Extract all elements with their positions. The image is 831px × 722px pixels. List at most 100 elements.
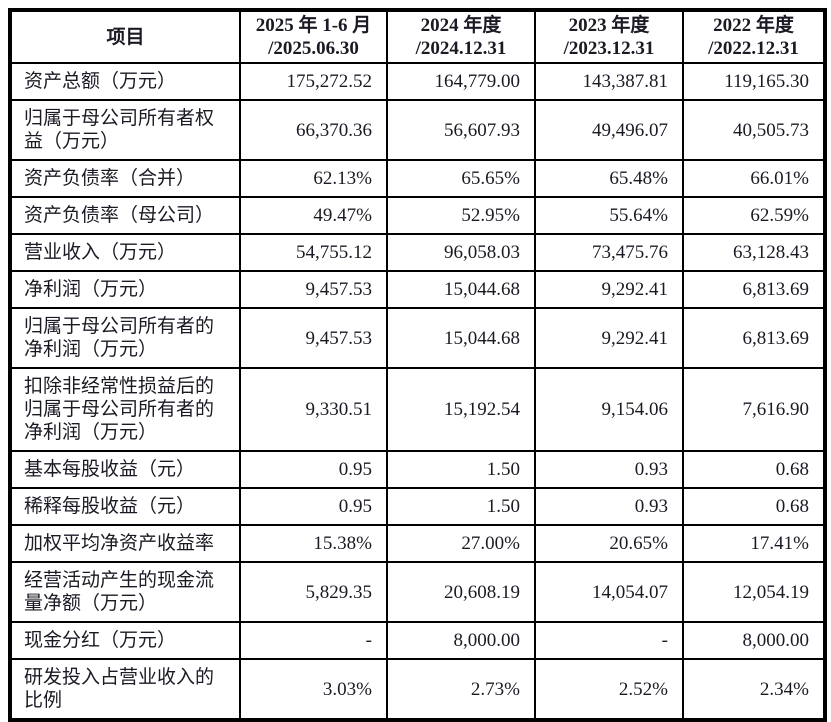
value-2023: 20.65% [534,524,684,563]
value-2023: 9,292.41 [534,270,684,309]
financial-summary-table: 项目 2025 年 1-6 月/2025.06.30 2024 年度/2024.… [8,8,827,722]
value-2023: 49,496.07 [534,99,684,161]
row-label: 经营活动产生的现金流量净额（万元） [9,561,241,623]
value-2023: - [534,621,684,660]
row-label: 资产负债率（合并） [9,159,241,198]
value-2022: 62.59% [682,196,826,235]
row-label: 现金分红（万元） [9,621,241,660]
row-label: 基本每股收益（元） [9,450,241,489]
value-2022: 66.01% [682,159,826,198]
value-2023: 65.48% [534,159,684,198]
table-row-rd-ratio: 研发投入占营业收入的比例 3.03% 2.73% 2.52% 2.34% [9,658,826,721]
table-row-operating-cash-flow: 经营活动产生的现金流量净额（万元） 5,829.35 20,608.19 14,… [9,561,826,623]
value-2024: 1.50 [386,487,536,526]
value-2022: 2.34% [682,658,826,721]
value-2023: 55.64% [534,196,684,235]
value-2023: 2.52% [534,658,684,721]
header-label: 项目 [106,26,145,48]
header-cell-2025: 2025 年 1-6 月/2025.06.30 [239,9,388,64]
value-2025: 9,457.53 [239,270,388,309]
value-2022: 119,165.30 [682,62,826,101]
table-row-net-profit: 净利润（万元） 9,457.53 15,044.68 9,292.41 6,81… [9,270,826,309]
value-2022: 6,813.69 [682,270,826,309]
value-2025: - [239,621,388,660]
value-2023: 14,054.07 [534,561,684,623]
value-2022: 0.68 [682,450,826,489]
table-row-cash-dividend: 现金分红（万元） - 8,000.00 - 8,000.00 [9,621,826,660]
value-2025: 9,330.51 [239,367,388,452]
value-2023: 143,387.81 [534,62,684,101]
header-period: 2022 年度 [713,15,794,36]
value-2022: 8,000.00 [682,621,826,660]
header-row: 项目 2025 年 1-6 月/2025.06.30 2024 年度/2024.… [9,9,826,64]
table-row-parent-equity: 归属于母公司所有者权益（万元） 66,370.36 56,607.93 49,4… [9,99,826,161]
header-cell-2022: 2022 年度/2022.12.31 [682,9,826,64]
value-2024: 15,044.68 [386,307,536,369]
value-2025: 54,755.12 [239,233,388,272]
value-2022: 17.41% [682,524,826,563]
header-date: /2022.12.31 [708,38,799,59]
row-label: 营业收入（万元） [9,233,241,272]
value-2024: 15,044.68 [386,270,536,309]
row-label: 归属于母公司所有者权益（万元） [9,99,241,161]
value-2023: 0.93 [534,450,684,489]
row-label: 加权平均净资产收益率 [9,524,241,563]
value-2024: 56,607.93 [386,99,536,161]
table-header: 项目 2025 年 1-6 月/2025.06.30 2024 年度/2024.… [9,9,826,64]
value-2024: 65.65% [386,159,536,198]
header-cell-item: 项目 [9,9,241,64]
value-2022: 6,813.69 [682,307,826,369]
value-2025: 175,272.52 [239,62,388,101]
value-2024: 2.73% [386,658,536,721]
value-2024: 27.00% [386,524,536,563]
value-2025: 15.38% [239,524,388,563]
value-2025: 3.03% [239,658,388,721]
value-2022: 0.68 [682,487,826,526]
header-period: 2025 年 1-6 月 [255,15,372,36]
header-cell-2024: 2024 年度/2024.12.31 [386,9,536,64]
table-body: 资产总额（万元） 175,272.52 164,779.00 143,387.8… [9,62,826,721]
value-2024: 52.95% [386,196,536,235]
table-row-net-profit-deducted: 扣除非经常性损益后的归属于母公司所有者的净利润（万元） 9,330.51 15,… [9,367,826,452]
value-2025: 49.47% [239,196,388,235]
header-period: 2023 年度 [568,15,650,36]
value-2025: 5,829.35 [239,561,388,623]
value-2023: 0.93 [534,487,684,526]
header-date: /2024.12.31 [415,38,507,59]
row-label: 归属于母公司所有者的净利润（万元） [9,307,241,369]
value-2024: 1.50 [386,450,536,489]
value-2023: 9,292.41 [534,307,684,369]
value-2022: 40,505.73 [682,99,826,161]
value-2024: 96,058.03 [386,233,536,272]
row-label: 稀释每股收益（元） [9,487,241,526]
value-2025: 66,370.36 [239,99,388,161]
value-2024: 20,608.19 [386,561,536,623]
value-2022: 12,054.19 [682,561,826,623]
header-date: /2025.06.30 [268,38,359,59]
table-row-weighted-roe: 加权平均净资产收益率 15.38% 27.00% 20.65% 17.41% [9,524,826,563]
row-label: 净利润（万元） [9,270,241,309]
value-2025: 0.95 [239,487,388,526]
value-2024: 164,779.00 [386,62,536,101]
table-row-basic-eps: 基本每股收益（元） 0.95 1.50 0.93 0.68 [9,450,826,489]
header-period: 2024 年度 [420,15,502,36]
row-label: 资产总额（万元） [9,62,241,101]
header-date: /2023.12.31 [563,38,655,59]
value-2023: 9,154.06 [534,367,684,452]
row-label: 资产负债率（母公司） [9,196,241,235]
value-2025: 62.13% [239,159,388,198]
table-row-total-assets: 资产总额（万元） 175,272.52 164,779.00 143,387.8… [9,62,826,101]
row-label: 扣除非经常性损益后的归属于母公司所有者的净利润（万元） [9,367,241,452]
row-label: 研发投入占营业收入的比例 [9,658,241,721]
value-2025: 0.95 [239,450,388,489]
table-row-debt-ratio-consolidated: 资产负债率（合并） 62.13% 65.65% 65.48% 66.01% [9,159,826,198]
table-row-net-profit-parent: 归属于母公司所有者的净利润（万元） 9,457.53 15,044.68 9,2… [9,307,826,369]
value-2022: 63,128.43 [682,233,826,272]
value-2025: 9,457.53 [239,307,388,369]
table-row-diluted-eps: 稀释每股收益（元） 0.95 1.50 0.93 0.68 [9,487,826,526]
value-2024: 15,192.54 [386,367,536,452]
value-2024: 8,000.00 [386,621,536,660]
table-row-operating-revenue: 营业收入（万元） 54,755.12 96,058.03 73,475.76 6… [9,233,826,272]
value-2022: 7,616.90 [682,367,826,452]
